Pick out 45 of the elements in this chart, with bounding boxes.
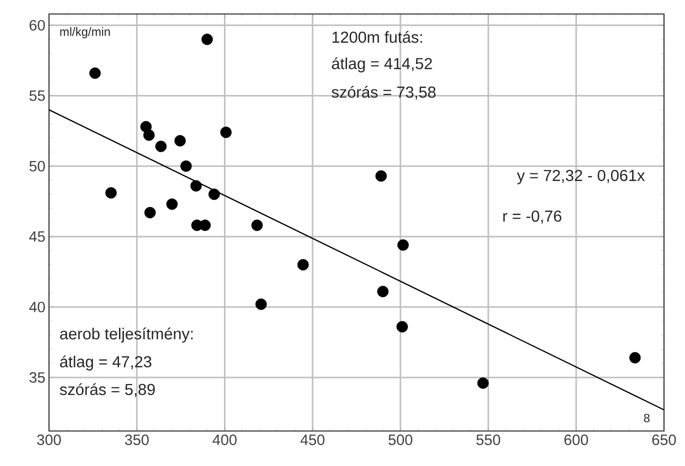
x-tick-label: 350 (124, 434, 149, 446)
point (396, 321, 408, 332)
annotation: 1200m futás: (332, 30, 422, 43)
point (397, 239, 409, 251)
y-tick-label: 60 (30, 20, 45, 31)
point (180, 160, 192, 172)
x-tick-label: 500 (388, 434, 412, 446)
annotation: r = -0,76 (503, 210, 562, 224)
annotation: szórás = 5,89 (60, 383, 155, 397)
annotation: átlag = 414,52 (332, 57, 432, 72)
point (255, 298, 267, 310)
point (220, 126, 232, 138)
y-tick-label: 40 (29, 302, 45, 312)
point (144, 206, 156, 218)
point (297, 259, 309, 270)
point (190, 180, 202, 192)
point (89, 67, 101, 79)
annotation: átlag = 47,23 (60, 355, 152, 371)
y-tick-label: 45 (29, 231, 45, 242)
point (143, 129, 155, 141)
point (105, 187, 117, 199)
point (208, 188, 220, 200)
point (251, 220, 263, 231)
annotation: ml/kg/min (60, 27, 110, 38)
point (201, 34, 213, 46)
annotation: 8 (644, 414, 650, 422)
x-tick-label: 450 (300, 434, 324, 446)
annotation: y = 72,32 - 0,061x (516, 170, 645, 184)
x-tick-label: 550 (476, 434, 500, 446)
point (477, 377, 489, 389)
y-tick-label: 55 (29, 90, 45, 101)
x-tick-label: 400 (212, 434, 237, 446)
point (377, 286, 389, 298)
y-tick-label: 35 (29, 372, 45, 383)
point (155, 140, 167, 152)
point (629, 352, 641, 364)
point (166, 198, 178, 210)
point (174, 135, 186, 146)
x-tick-label: 300 (37, 434, 61, 446)
point (375, 170, 387, 182)
annotation: szórás = 73,58 (332, 86, 436, 100)
x-tick-label: 600 (564, 434, 588, 446)
x-tick-label: 650 (652, 434, 676, 446)
annotation: aerob teljesítmény: (60, 328, 193, 343)
y-tick-label: 50 (29, 160, 45, 172)
